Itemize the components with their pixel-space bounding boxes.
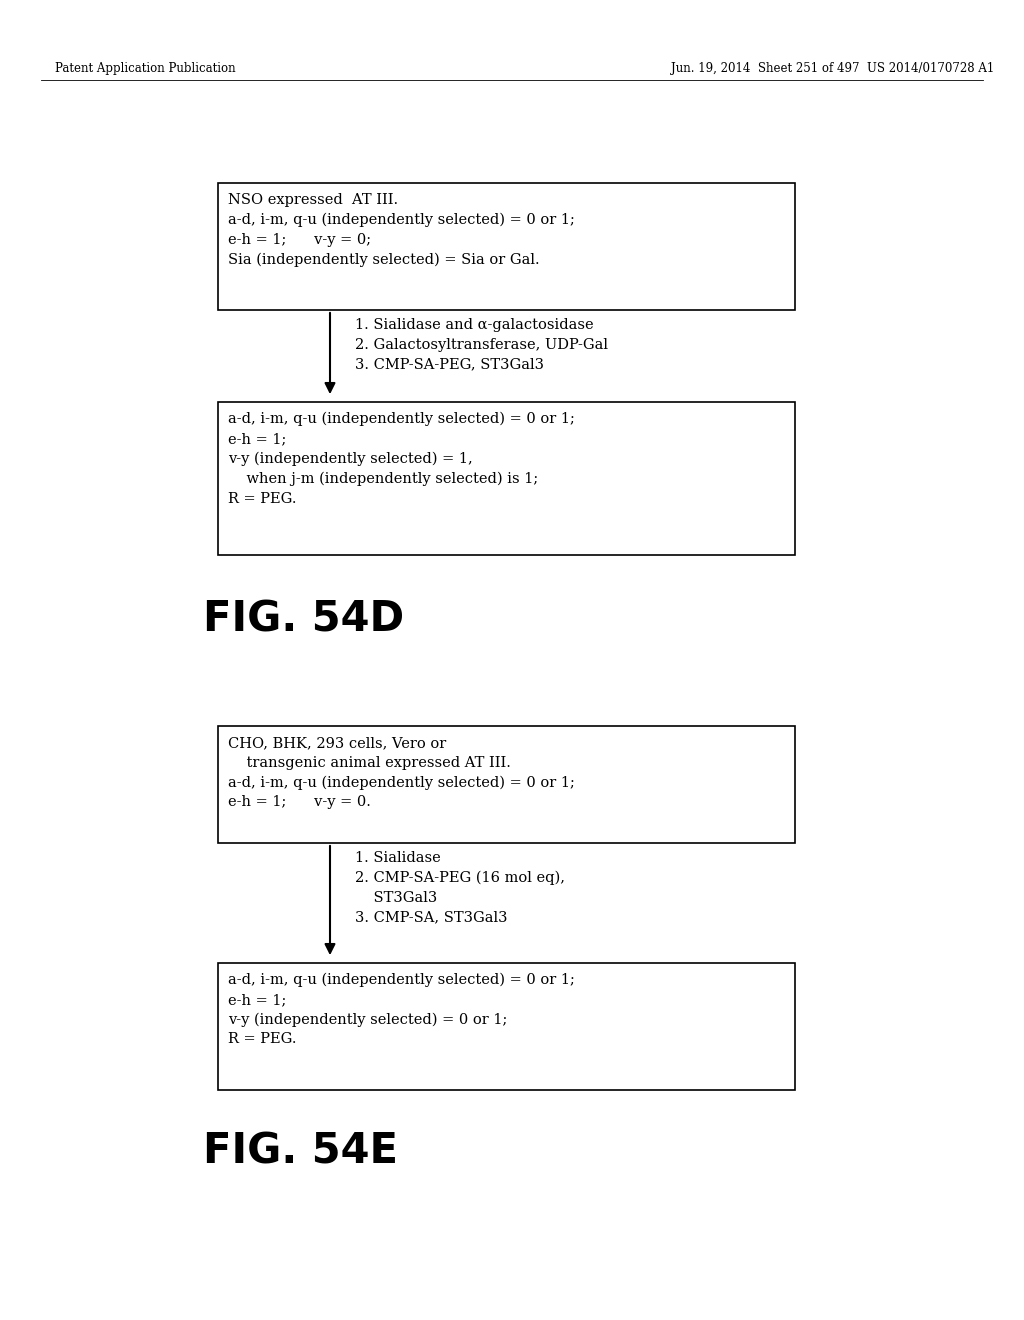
- Text: CHO, BHK, 293 cells, Vero or
    transgenic animal expressed AT III.
a-d, i-m, q: CHO, BHK, 293 cells, Vero or transgenic …: [228, 737, 574, 809]
- Text: FIG. 54E: FIG. 54E: [203, 1130, 398, 1172]
- Text: 1. Sialidase
2. CMP-SA-PEG (16 mol eq),
    ST3Gal3
3. CMP-SA, ST3Gal3: 1. Sialidase 2. CMP-SA-PEG (16 mol eq), …: [355, 851, 565, 924]
- Text: Patent Application Publication: Patent Application Publication: [55, 62, 236, 75]
- Text: a-d, i-m, q-u (independently selected) = 0 or 1;
e-h = 1;
v-y (independently sel: a-d, i-m, q-u (independently selected) =…: [228, 412, 574, 506]
- Text: NSO expressed  AT III.
a-d, i-m, q-u (independently selected) = 0 or 1;
e-h = 1;: NSO expressed AT III. a-d, i-m, q-u (ind…: [228, 193, 574, 267]
- Text: FIG. 54D: FIG. 54D: [203, 598, 404, 640]
- Bar: [218, 183, 795, 310]
- Text: 1. Sialidase and α-galactosidase
2. Galactosyltransferase, UDP-Gal
3. CMP-SA-PEG: 1. Sialidase and α-galactosidase 2. Gala…: [355, 318, 608, 371]
- Text: Jun. 19, 2014  Sheet 251 of 497  US 2014/0170728 A1: Jun. 19, 2014 Sheet 251 of 497 US 2014/0…: [671, 62, 994, 75]
- Bar: [218, 964, 795, 1090]
- Bar: [218, 726, 795, 843]
- Text: a-d, i-m, q-u (independently selected) = 0 or 1;
e-h = 1;
v-y (independently sel: a-d, i-m, q-u (independently selected) =…: [228, 973, 574, 1047]
- Bar: [218, 403, 795, 554]
